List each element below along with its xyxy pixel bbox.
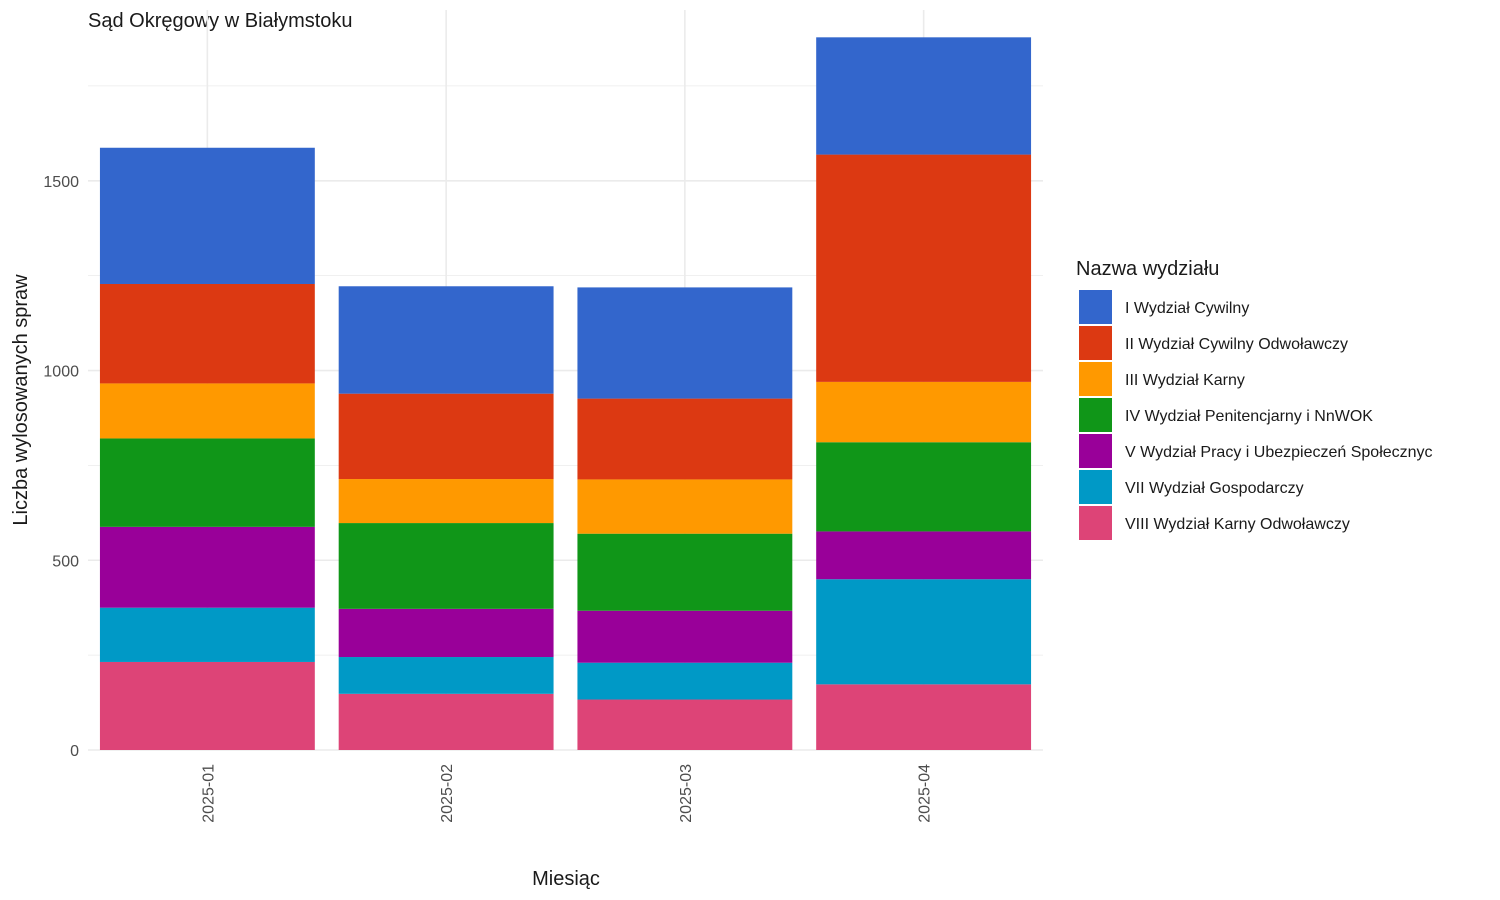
bar-segment	[816, 579, 1032, 685]
bar-segment	[99, 147, 315, 284]
legend-key	[1079, 362, 1112, 396]
y-tick-label: 1000	[43, 364, 79, 381]
legend-title: Nazwa wydziału	[1076, 258, 1219, 280]
bar-segment	[99, 526, 315, 608]
bar-segment	[338, 608, 554, 658]
legend-label: I Wydział Cywilny	[1125, 300, 1249, 317]
bars	[99, 37, 1032, 750]
y-tick-label: 500	[52, 553, 79, 570]
x-tick-label: 2025-04	[917, 764, 934, 823]
bar-segment	[99, 661, 315, 750]
legend-label: III Wydział Karny	[1125, 372, 1245, 389]
legend-key	[1079, 398, 1112, 432]
y-axis-title: Liczba wylosowanych spraw	[10, 274, 32, 526]
legend-label: VIII Wydział Karny Odwoławczy	[1125, 516, 1350, 533]
bar-segment	[816, 37, 1032, 155]
bar-segment	[577, 533, 793, 611]
bar-segment	[338, 286, 554, 394]
x-tick-label: 2025-01	[200, 764, 217, 823]
legend-label: II Wydział Cywilny Odwoławczy	[1125, 336, 1348, 353]
bar-segment	[338, 523, 554, 609]
bar-segment	[577, 699, 793, 750]
bar-segment	[99, 283, 315, 384]
bar-segment	[816, 531, 1032, 580]
chart-title: Sąd Okręgowy w Białymstoku	[88, 10, 353, 32]
bar-segment	[577, 398, 793, 480]
x-axis-ticks: 2025-01 2025-02 2025-03 2025-04	[200, 764, 933, 823]
bar-segment	[816, 442, 1032, 532]
legend-label: IV Wydział Penitencjarny i NnWOK	[1125, 408, 1373, 425]
bar-segment	[99, 607, 315, 662]
bar-segment	[99, 383, 315, 439]
bar-segment	[577, 287, 793, 399]
y-tick-label: 1500	[43, 174, 79, 191]
legend-label: VII Wydział Gospodarczy	[1125, 480, 1304, 497]
legend-key	[1079, 506, 1112, 540]
x-axis-title: Miesiąc	[532, 868, 600, 890]
legend-key	[1079, 470, 1112, 504]
bar-segment	[577, 662, 793, 700]
bar-segment	[338, 479, 554, 524]
bar-segment	[577, 610, 793, 663]
legend-label: V Wydział Pracy i Ubezpieczeń Społecznyc	[1125, 444, 1433, 461]
bar-segment	[338, 657, 554, 694]
legend-key	[1079, 434, 1112, 468]
bar-segment	[99, 438, 315, 527]
legend-key	[1079, 290, 1112, 324]
x-tick-label: 2025-03	[678, 764, 695, 823]
bar-segment	[338, 393, 554, 480]
bar-segment	[816, 684, 1032, 750]
x-tick-label: 2025-02	[439, 764, 456, 823]
bar-segment	[577, 479, 793, 534]
legend-key	[1079, 326, 1112, 360]
bar-segment	[816, 154, 1032, 382]
legend: Nazwa wydziału I Wydział Cywilny II Wydzi…	[1076, 258, 1433, 540]
bar-segment	[338, 693, 554, 750]
y-axis-ticks: 0 500 1000 1500	[43, 174, 79, 760]
bar-segment	[816, 381, 1032, 443]
y-tick-label: 0	[70, 743, 79, 760]
